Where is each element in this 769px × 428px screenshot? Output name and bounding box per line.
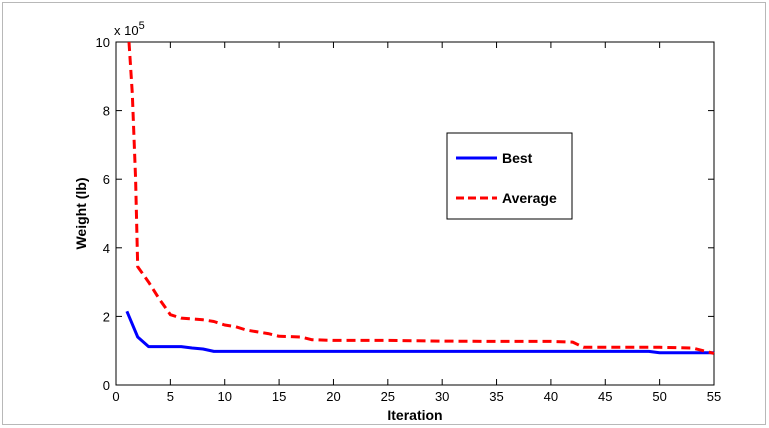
y-tick-label: 8 <box>103 104 110 119</box>
y-tick-label: 0 <box>103 378 110 393</box>
plot-area <box>115 41 715 386</box>
y-tick-label: 10 <box>96 35 110 50</box>
x-tick-label: 45 <box>598 389 612 404</box>
y-tick-label: 2 <box>103 309 110 324</box>
x-axis-label: Iteration <box>387 407 442 423</box>
x-tick-label: 35 <box>489 389 503 404</box>
y-axis-label: Weight (lb) <box>73 177 89 249</box>
series-line-average <box>127 41 715 355</box>
legend: Best Average <box>446 132 573 220</box>
x-tick-label: 20 <box>326 389 340 404</box>
y-scale-multiplier: x 105 <box>114 20 145 38</box>
legend-label-best: Best <box>502 150 533 166</box>
x-tick-label: 5 <box>167 389 174 404</box>
series-layer <box>125 41 715 355</box>
x-axis: 0 5 10 15 20 25 30 35 40 45 50 55 <box>112 42 721 404</box>
x-tick-label: 40 <box>544 389 558 404</box>
x-tick-label: 10 <box>217 389 231 404</box>
y-tick-label: 6 <box>103 172 110 187</box>
x-tick-label: 0 <box>112 389 119 404</box>
x-tick-label: 30 <box>435 389 449 404</box>
y-axis: 0 2 4 6 8 10 <box>96 35 714 393</box>
y-scale-exponent: 5 <box>139 20 145 32</box>
legend-label-average: Average <box>502 190 557 206</box>
y-scale-base: x 10 <box>114 23 139 38</box>
x-tick-label: 15 <box>272 389 286 404</box>
x-tick-label: 25 <box>381 389 395 404</box>
y-tick-label: 4 <box>103 241 110 256</box>
series-line-best <box>125 310 714 355</box>
x-tick-label: 50 <box>652 389 666 404</box>
legend-box <box>446 132 573 220</box>
x-tick-label: 55 <box>707 389 721 404</box>
